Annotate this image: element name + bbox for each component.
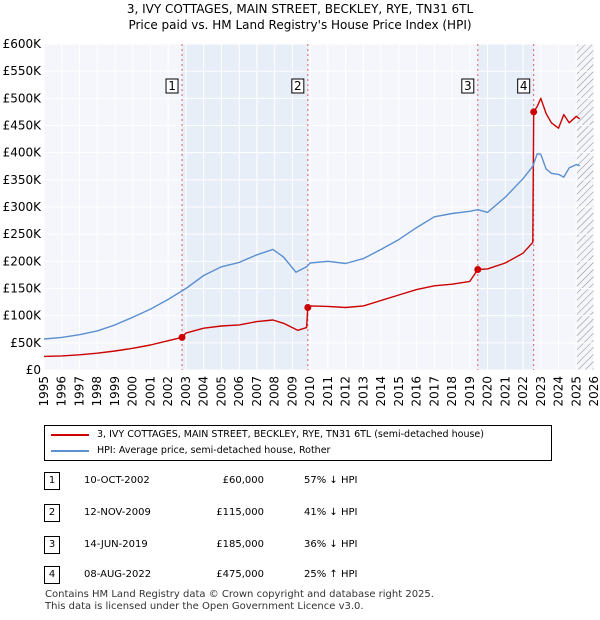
footer-copyright: Contains HM Land Registry data © Crown c…	[45, 589, 434, 600]
x-tick-label: 2019	[463, 376, 477, 407]
x-tick-label: 1999	[108, 376, 122, 407]
legend: 3, IVY COTTAGES, MAIN STREET, BECKLEY, R…	[44, 425, 552, 461]
x-tick-label: 2017	[427, 376, 441, 407]
sale-point	[304, 304, 312, 312]
legend-label-price: 3, IVY COTTAGES, MAIN STREET, BECKLEY, R…	[97, 429, 484, 440]
x-tick-label: 1995	[37, 376, 51, 407]
sale-price: £185,000	[216, 539, 264, 550]
x-tick-label: 2001	[143, 376, 157, 407]
sale-point	[530, 108, 538, 116]
x-tick-label: 2011	[321, 376, 335, 407]
sale-number-badge: 2	[44, 504, 60, 522]
y-tick-label: £350K	[3, 173, 43, 187]
x-tick-label: 2022	[516, 376, 530, 407]
sale-price: £60,000	[222, 475, 264, 486]
y-tick-label: £250K	[3, 227, 43, 241]
price-chart: 1 2 3 4 £0 £50K £100K £150K £200K £250K £300K £350…	[3, 37, 600, 407]
sale-row: 1 10-OCT-2002 £60,000 57% ↓ HPI	[44, 472, 384, 490]
sale-label: 3	[464, 79, 472, 93]
sale-hpi-delta: 57% ↓ HPI	[304, 475, 358, 486]
sale-date: 12-NOV-2009	[84, 507, 151, 518]
sale-row: 2 12-NOV-2009 £115,000 41% ↓ HPI	[44, 504, 384, 522]
x-tick-label: 1998	[90, 376, 104, 407]
legend-label-hpi: HPI: Average price, semi-detached house,…	[97, 445, 331, 456]
y-tick-label: £500K	[3, 91, 43, 105]
chart-subtitle: Price paid vs. HM Land Registry's House …	[128, 18, 472, 32]
sale-price: £475,000	[216, 569, 264, 580]
x-tick-label: 2006	[232, 376, 246, 407]
x-tick-label: 2016	[410, 376, 424, 407]
x-tick-label: 2010	[303, 376, 317, 407]
y-tick-label: £100K	[3, 309, 43, 323]
sale-label-box	[165, 78, 179, 94]
y-tick-label: £600K	[3, 37, 43, 51]
y-tick-label: £200K	[3, 254, 43, 268]
x-tick-label: 2009	[285, 376, 299, 407]
sale-label-box	[461, 78, 475, 94]
legend-item-price: 3, IVY COTTAGES, MAIN STREET, BECKLEY, R…	[51, 427, 484, 443]
sale-number-badge: 3	[44, 536, 60, 554]
sale-label: 1	[168, 79, 176, 93]
x-tick-label: 2023	[534, 376, 548, 407]
sale-date: 14-JUN-2019	[84, 539, 148, 550]
x-tick-label: 2005	[214, 376, 228, 407]
x-tick-label: 2015	[392, 376, 406, 407]
x-tick-label: 2013	[356, 376, 370, 407]
y-tick-label: £300K	[3, 200, 43, 214]
x-tick-label: 2007	[250, 376, 264, 407]
sale-hpi-delta: 36% ↓ HPI	[304, 539, 358, 550]
sale-row: 4 08-AUG-2022 £475,000 25% ↑ HPI	[44, 566, 384, 584]
y-tick-label: £0	[26, 363, 41, 377]
x-tick-label: 2004	[197, 376, 211, 407]
x-tick-label: 2021	[498, 376, 512, 407]
x-tick-label: 1996	[55, 376, 69, 407]
chart-title: 3, IVY COTTAGES, MAIN STREET, BECKLEY, R…	[126, 2, 474, 16]
x-tick-label: 2020	[481, 376, 495, 407]
x-tick-label: 2000	[126, 376, 140, 407]
sale-row: 3 14-JUN-2019 £185,000 36% ↓ HPI	[44, 536, 384, 554]
x-tick-label: 2026	[587, 376, 600, 407]
sale-label-box	[517, 78, 531, 94]
y-tick-label: £450K	[3, 119, 43, 133]
y-tick-label: £400K	[3, 146, 43, 160]
sale-hpi-delta: 41% ↓ HPI	[304, 507, 358, 518]
sale-number-badge: 1	[44, 472, 60, 490]
x-tick-label: 2014	[374, 376, 388, 407]
sale-point	[474, 265, 482, 273]
sale-label-box	[291, 78, 305, 94]
x-tick-label: 2008	[268, 376, 282, 407]
sale-hpi-delta: 25% ↑ HPI	[304, 569, 358, 580]
sale-label: 4	[520, 79, 528, 93]
y-tick-label: £50K	[10, 336, 42, 350]
legend-swatch-hpi	[51, 449, 89, 452]
sale-label: 2	[294, 79, 302, 93]
x-tick-label: 2002	[161, 376, 175, 407]
x-tick-label: 1997	[72, 376, 86, 407]
y-tick-label: £150K	[3, 282, 43, 296]
legend-item-hpi: HPI: Average price, semi-detached house,…	[51, 443, 330, 459]
legend-swatch-price	[51, 433, 89, 436]
x-tick-label: 2003	[179, 376, 193, 407]
sale-price: £115,000	[216, 507, 264, 518]
sale-date: 08-AUG-2022	[84, 569, 152, 580]
y-tick-label: £550K	[3, 64, 43, 78]
x-tick-label: 2025	[569, 376, 583, 407]
sale-number-badge: 4	[44, 566, 60, 584]
sale-date: 10-OCT-2002	[84, 475, 150, 486]
x-tick-label: 2012	[339, 376, 353, 407]
sale-point	[178, 333, 186, 341]
x-tick-label: 2018	[445, 376, 459, 407]
footer-license: This data is licensed under the Open Gov…	[45, 601, 364, 612]
x-tick-label: 2024	[552, 376, 566, 407]
hpi-line	[43, 153, 581, 340]
price-paid-line	[43, 97, 581, 358]
